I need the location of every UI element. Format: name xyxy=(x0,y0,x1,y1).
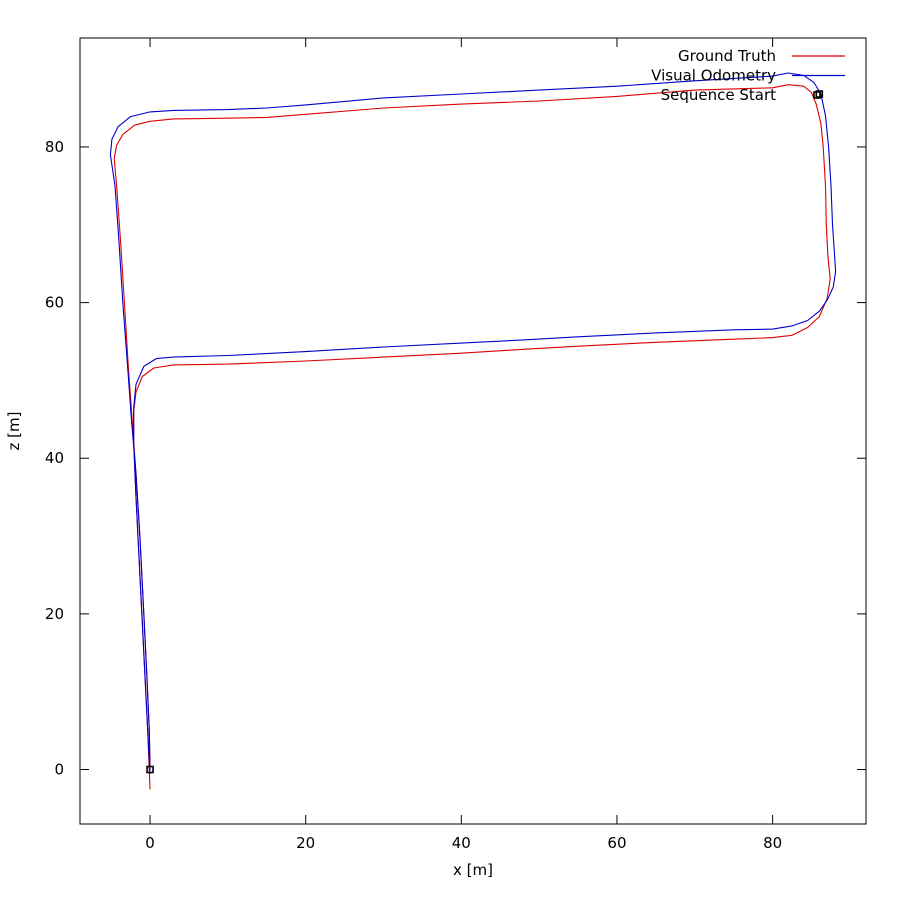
series-line-ground-truth xyxy=(113,84,831,790)
y-tick-label: 80 xyxy=(45,138,64,156)
x-tick-label: 40 xyxy=(452,834,471,852)
x-tick-label: 0 xyxy=(145,834,155,852)
series-layer xyxy=(109,72,837,790)
sequence-start-marker xyxy=(146,765,154,774)
x-tick-label: 60 xyxy=(607,834,626,852)
series-line-visual-odometry xyxy=(109,72,837,774)
marker-layer xyxy=(146,90,824,774)
legend-sample-sequence-start xyxy=(813,91,821,99)
y-tick-label: 20 xyxy=(45,605,64,623)
x-tick-label: 80 xyxy=(763,834,782,852)
plot-frame xyxy=(79,37,867,825)
x-tick-label: 20 xyxy=(296,834,315,852)
legend-label-visual-odometry: Visual Odometry xyxy=(651,67,776,85)
legend-label-sequence-start: Sequence Start xyxy=(661,86,777,104)
legend-label-ground-truth: Ground Truth xyxy=(678,47,776,65)
y-tick-label: 60 xyxy=(45,294,64,312)
y-tick-label: 40 xyxy=(45,449,64,467)
y-axis-label: z [m] xyxy=(5,412,23,451)
x-axis-label: x [m] xyxy=(453,861,493,879)
axes: 0 20 40 60 80 0 20 40 60 80 xyxy=(45,37,867,852)
y-tick-label: 0 xyxy=(54,761,64,779)
